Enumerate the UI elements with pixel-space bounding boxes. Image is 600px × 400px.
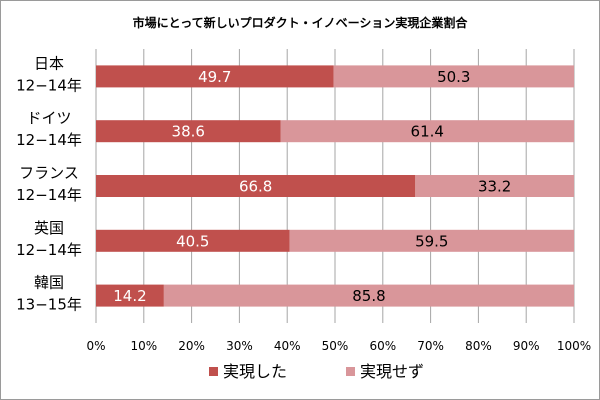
data-label: 14.2 <box>113 287 146 305</box>
bar-segment <box>96 65 334 88</box>
x-tick-label: 80% <box>465 339 492 353</box>
bar-segment <box>96 120 281 143</box>
bar-segment <box>415 175 574 197</box>
x-tick-label: 20% <box>178 339 205 353</box>
data-label: 40.5 <box>176 232 209 250</box>
category-label: 英国 12−14年 <box>16 219 82 259</box>
legend-swatch <box>209 367 218 376</box>
legend: 実現した 実現せず <box>209 362 424 381</box>
bar-segment <box>333 65 574 88</box>
category-label: ドイツ 12−14年 <box>16 109 82 149</box>
x-tick-label: 90% <box>513 339 540 353</box>
category-label: フランス 12−14年 <box>16 164 82 204</box>
x-tick-label: 0% <box>86 339 105 353</box>
data-label: 61.4 <box>411 123 444 141</box>
bar-segment <box>96 175 416 197</box>
data-label: 49.7 <box>198 68 231 86</box>
x-tick-label: 60% <box>369 339 396 353</box>
chart-title: 市場にとって新しいプロダクト・イノベーション実現企業割合 <box>133 15 469 30</box>
data-labels: 49.7 50.3 38.6 61.4 66.8 33.2 40.5 59.5 14.2 85.8 <box>113 68 511 305</box>
x-tick-label: 100% <box>557 339 591 353</box>
data-label: 66.8 <box>239 178 272 196</box>
category-label: 韓国 13−15年 <box>16 274 82 314</box>
x-tick-label: 10% <box>130 339 157 353</box>
bar-segment <box>96 229 290 252</box>
data-label: 38.6 <box>172 123 205 141</box>
data-label: 33.2 <box>478 178 511 196</box>
data-label: 59.5 <box>415 232 448 250</box>
bar-segment <box>96 284 164 307</box>
data-label: 50.3 <box>437 68 470 86</box>
x-tick-label: 70% <box>417 339 444 353</box>
x-tick-label: 40% <box>274 339 301 353</box>
x-axis-ticks: 0% 10% 20% 30% 40% 50% 60% 70% 80% 90% 100% <box>86 339 591 353</box>
bars <box>96 65 574 307</box>
x-tick-label: 30% <box>226 339 253 353</box>
x-tick-label: 50% <box>322 339 349 353</box>
category-label: 日本 12−14年 <box>16 54 82 94</box>
data-label: 85.8 <box>352 287 385 305</box>
legend-swatch <box>346 367 355 376</box>
legend-label: 実現した <box>223 362 287 381</box>
bar-segment <box>280 120 574 143</box>
bar-segment <box>163 284 574 307</box>
legend-label: 実現せず <box>360 362 424 381</box>
bar-segment <box>289 229 574 252</box>
